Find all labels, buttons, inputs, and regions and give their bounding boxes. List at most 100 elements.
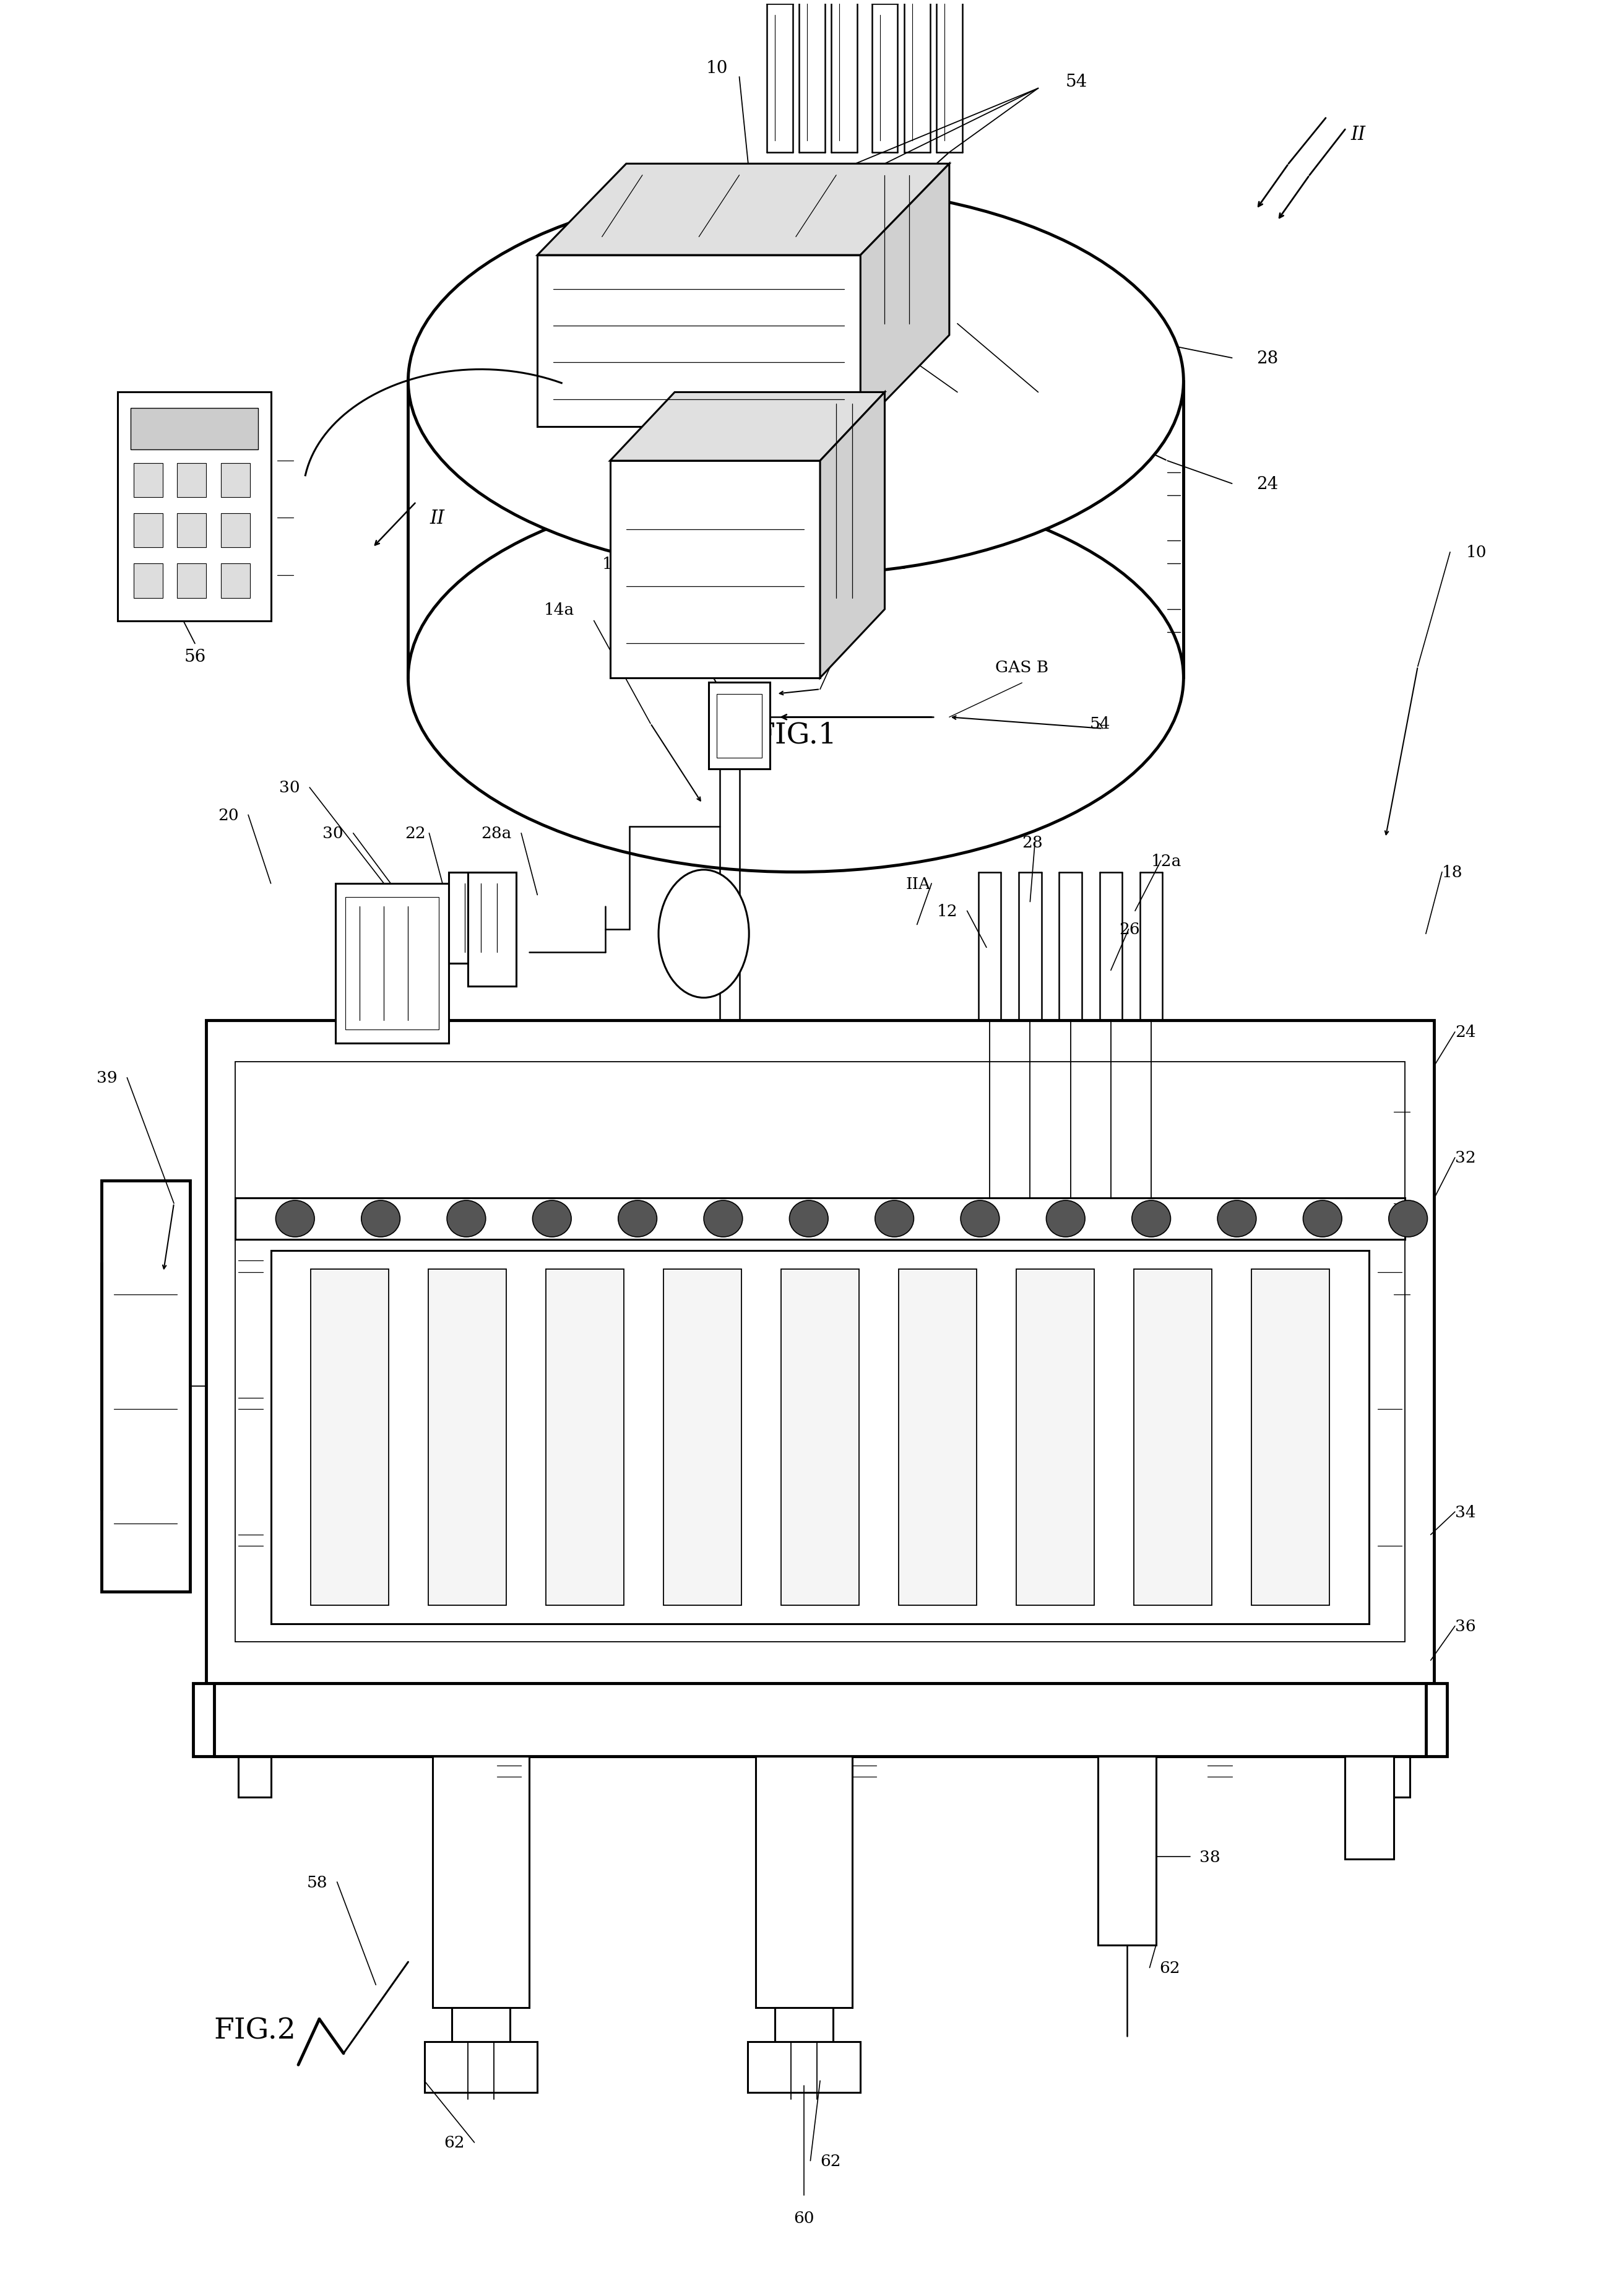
Bar [546, 1268, 624, 1605]
Text: 54: 54 [1065, 73, 1088, 89]
Bar [133, 463, 162, 498]
Bar [130, 408, 258, 449]
Bar [432, 1756, 529, 2009]
Bar [755, 1756, 853, 2009]
Text: II: II [430, 509, 445, 527]
Text: 18: 18 [1442, 864, 1463, 881]
Text: 28: 28 [1021, 835, 1043, 851]
Bar [235, 1062, 1405, 1642]
Ellipse shape [659, 869, 749, 997]
Bar [451, 2009, 510, 2043]
Polygon shape [538, 165, 950, 255]
Text: 10: 10 [1466, 546, 1488, 559]
Text: IIA: IIA [906, 876, 931, 892]
Ellipse shape [1302, 1202, 1341, 1238]
Ellipse shape [789, 1202, 828, 1238]
Ellipse shape [619, 1202, 658, 1238]
Text: II: II [1351, 124, 1366, 144]
Text: 28a: 28a [481, 825, 512, 842]
Text: 32: 32 [1455, 1151, 1476, 1165]
Bar [206, 1020, 1434, 1683]
Ellipse shape [276, 1202, 315, 1238]
Bar [664, 1268, 741, 1605]
Text: 16: 16 [888, 557, 909, 571]
Text: GAS B: GAS B [996, 660, 1049, 674]
Text: 38: 38 [1200, 1848, 1221, 1864]
Bar [177, 564, 206, 598]
Bar [101, 1181, 190, 1591]
Bar [177, 463, 206, 498]
Ellipse shape [1046, 1202, 1085, 1238]
Ellipse shape [875, 1202, 914, 1238]
Bar [235, 1199, 1405, 1241]
Text: 22: 22 [404, 825, 425, 842]
Text: 39: 39 [96, 1071, 117, 1085]
Text: 62: 62 [1160, 1961, 1181, 1977]
Bar [781, 1268, 859, 1605]
Bar [336, 883, 448, 1043]
Text: FIG.2: FIG.2 [214, 2016, 296, 2045]
Bar [775, 2009, 833, 2043]
Text: 10: 10 [706, 60, 728, 76]
Text: 34: 34 [1455, 1504, 1476, 1520]
Polygon shape [611, 461, 820, 679]
Text: 24: 24 [1257, 475, 1278, 493]
Polygon shape [538, 255, 861, 426]
Text: 60: 60 [794, 2210, 814, 2227]
Bar [429, 1268, 507, 1605]
Bar [271, 1252, 1369, 1623]
Bar [900, 1268, 976, 1605]
Bar [1134, 1268, 1212, 1605]
Bar [1017, 1268, 1095, 1605]
Ellipse shape [961, 1202, 999, 1238]
Text: GAS A: GAS A [713, 523, 767, 537]
Bar [193, 1683, 1447, 1756]
Text: 24: 24 [1455, 1025, 1476, 1041]
Ellipse shape [1132, 1202, 1171, 1238]
Polygon shape [861, 165, 950, 426]
Text: 26: 26 [1119, 922, 1140, 938]
Bar [346, 897, 438, 1030]
Bar [747, 2043, 861, 2091]
Bar [117, 392, 271, 621]
Ellipse shape [447, 1202, 486, 1238]
Bar [716, 695, 762, 759]
Text: 54: 54 [1090, 715, 1111, 731]
Bar [1098, 1756, 1156, 1944]
Polygon shape [611, 392, 885, 461]
Ellipse shape [533, 1202, 572, 1238]
Bar [310, 1268, 388, 1605]
Text: 14: 14 [603, 557, 624, 571]
Bar [1345, 1756, 1393, 1860]
Polygon shape [820, 392, 885, 679]
Ellipse shape [361, 1202, 400, 1238]
Ellipse shape [1218, 1202, 1257, 1238]
Text: 20: 20 [218, 807, 239, 823]
Ellipse shape [408, 188, 1184, 576]
Ellipse shape [703, 1202, 742, 1238]
Bar [221, 463, 250, 498]
Text: 56: 56 [184, 649, 206, 665]
Text: 62: 62 [443, 2135, 464, 2151]
Bar [424, 2043, 538, 2091]
Bar [221, 564, 250, 598]
Bar [239, 1756, 271, 1798]
Bar [468, 871, 516, 986]
Text: 36: 36 [1455, 1619, 1476, 1635]
Text: 62: 62 [820, 2153, 841, 2169]
Bar [708, 683, 770, 770]
Bar [221, 514, 250, 548]
Text: 30: 30 [279, 780, 300, 796]
Text: 30: 30 [323, 825, 344, 842]
Text: 14a: 14a [544, 603, 575, 617]
Text: 12a: 12a [1151, 853, 1182, 869]
Bar [133, 564, 162, 598]
Bar [177, 514, 206, 548]
Bar [1377, 1756, 1410, 1798]
Bar [448, 871, 487, 963]
Text: 28: 28 [1257, 351, 1278, 367]
Ellipse shape [1389, 1202, 1427, 1238]
Text: 12: 12 [937, 903, 958, 919]
Text: 58: 58 [307, 1873, 328, 1889]
Bar [214, 1683, 1426, 1756]
